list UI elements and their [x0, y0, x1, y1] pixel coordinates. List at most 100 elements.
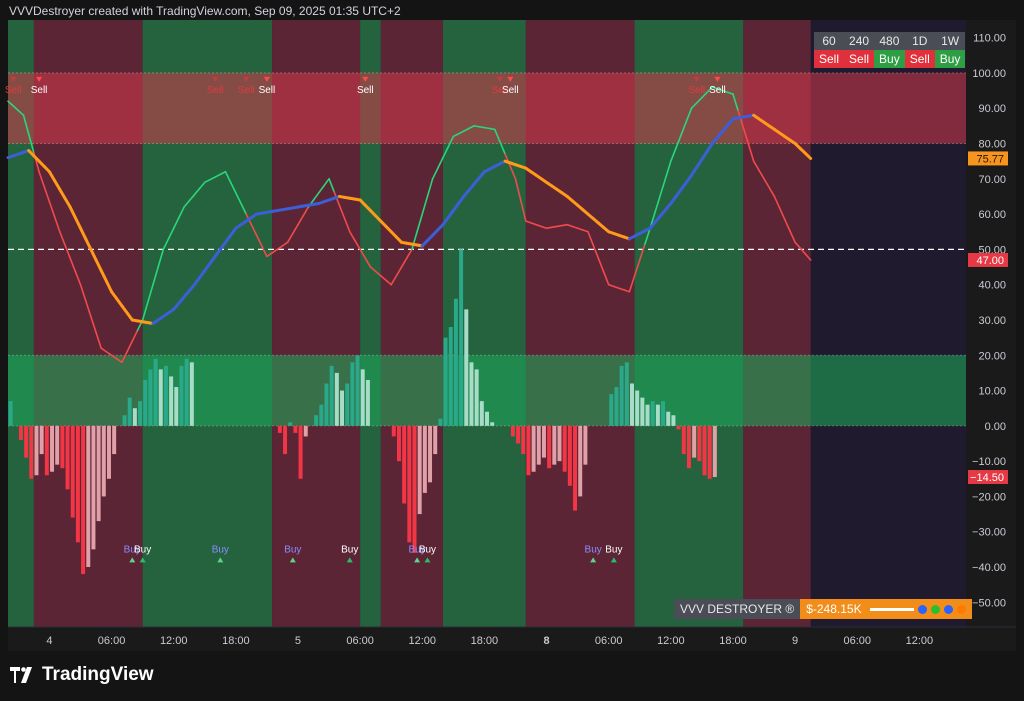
histogram-bar-negative — [547, 425, 552, 469]
histogram-bar-negative — [50, 425, 55, 472]
x-tick-label: 06:00 — [595, 635, 623, 647]
histogram-bar-negative — [303, 425, 308, 437]
y-tick-label: −40.00 — [972, 562, 1006, 574]
fast-line-segment — [499, 140, 506, 155]
histogram-bar-negative — [428, 425, 433, 483]
histogram-bar-negative — [65, 425, 70, 490]
tf-signal: Sell — [904, 50, 935, 68]
buy-signal-label: Buy — [212, 544, 229, 555]
histogram-bar-negative — [707, 425, 712, 479]
strategy-pnl: $-248.15K — [800, 599, 972, 619]
fast-line-segment — [188, 193, 196, 202]
histogram-bar-positive — [138, 401, 143, 426]
histogram-bar-positive — [443, 337, 448, 426]
histogram-bar-negative — [407, 425, 412, 543]
tf-label: 1D — [904, 32, 935, 50]
sell-arrow-icon — [263, 76, 270, 82]
fast-line-segment — [416, 213, 424, 233]
buy-signal-label: Buy — [419, 544, 436, 555]
histogram-bar-positive — [132, 408, 137, 426]
tradingview-logo[interactable]: TradingView — [10, 664, 154, 686]
histogram-bar-negative — [402, 425, 407, 504]
histogram-bar-negative — [536, 425, 541, 465]
buy-signal-label: Buy — [341, 544, 358, 555]
histogram-bar-positive — [350, 362, 355, 426]
histogram-bar-positive — [655, 404, 660, 426]
tf-signal: Sell — [814, 50, 845, 68]
histogram-bar-positive — [630, 383, 634, 426]
sell-arrow-icon — [243, 76, 250, 82]
histogram-bar-positive — [671, 415, 676, 426]
fast-line-segment — [768, 186, 776, 198]
sell-signal-label: Sell — [492, 85, 509, 96]
fast-line-segment — [581, 229, 589, 233]
fast-line-segment — [17, 109, 25, 117]
fast-line-segment — [405, 248, 413, 260]
slow-line-segment — [695, 157, 704, 169]
histogram-bar-negative — [422, 425, 427, 493]
fast-line-segment — [281, 241, 289, 247]
buy-arrow-icon — [610, 557, 617, 563]
buy-signal-label: Buy — [284, 544, 301, 555]
histogram-bar-negative — [112, 425, 117, 455]
fast-line-segment — [271, 248, 279, 254]
fast-line-segment — [198, 181, 206, 190]
fast-line-segment — [126, 340, 134, 353]
tradingview-logo-text: TradingView — [42, 664, 154, 685]
fast-line-segment — [390, 275, 398, 286]
histogram-bar-positive — [640, 397, 645, 426]
timeframe-signal-row: Sell Sell Buy Sell Buy — [814, 50, 966, 68]
histogram-bar-negative — [433, 425, 438, 455]
histogram-bar-negative — [702, 425, 707, 476]
fast-line-segment — [628, 275, 636, 293]
histogram-bar-positive — [163, 365, 168, 426]
fast-line-segment — [685, 107, 693, 123]
slow-line-segment — [58, 187, 67, 200]
histogram-bar-positive — [8, 401, 13, 426]
bullish-zone — [360, 20, 381, 627]
fast-line-segment — [473, 125, 481, 128]
fast-line-segment — [556, 224, 563, 228]
histogram-bar-positive — [448, 327, 453, 426]
fast-line-segment — [561, 223, 569, 227]
fast-line-segment — [178, 206, 185, 219]
fast-line-segment — [742, 126, 750, 146]
x-tick-label: 12:00 — [160, 635, 188, 647]
histogram-bar-positive — [479, 401, 484, 426]
histogram-bar-negative — [101, 425, 106, 497]
histogram-bar-positive — [661, 401, 666, 426]
slow-line-segment — [99, 269, 108, 283]
tf-label: 240 — [844, 32, 875, 50]
fast-line-segment — [43, 185, 51, 203]
buy-arrow-icon — [129, 557, 136, 563]
slow-line-segment — [68, 205, 77, 220]
fast-line-segment — [385, 279, 393, 286]
histogram-bar-positive — [365, 379, 370, 426]
histogram-bar-negative — [557, 425, 562, 462]
green-dot-icon — [930, 604, 940, 614]
tradingview-logo-icon — [10, 667, 32, 683]
last-value-fast-bg — [968, 252, 1008, 267]
fast-line-segment — [131, 329, 139, 342]
oscillator-lines — [6, 86, 813, 364]
fast-line-segment — [675, 133, 682, 149]
fast-line-segment — [115, 357, 123, 364]
y-tick-label: 100.00 — [972, 68, 1006, 80]
x-axis: 4 06:00 12:00 18:00 5 06:00 12:00 18:00 8 06:00 12… — [8, 626, 1016, 647]
strategy-badge: VVV DESTROYER ® $-248.15K — [674, 599, 972, 619]
fast-line-segment — [193, 187, 201, 196]
fast-line-segment — [172, 216, 180, 230]
fast-line-segment — [69, 257, 77, 273]
histogram-bar-positive — [650, 401, 655, 426]
buy-arrow-icon — [217, 557, 224, 563]
sell-signal-label: Sell — [709, 85, 726, 96]
fast-line-segment — [147, 283, 154, 304]
fast-line-segment — [317, 185, 325, 194]
y-tick-label: −30.00 — [972, 527, 1006, 539]
x-tick-label: 06:00 — [843, 635, 871, 647]
histogram-bar-negative — [391, 425, 396, 437]
y-tick-label: 20.00 — [978, 350, 1006, 362]
fast-line-segment — [695, 96, 703, 104]
fast-line-segment — [437, 156, 444, 170]
